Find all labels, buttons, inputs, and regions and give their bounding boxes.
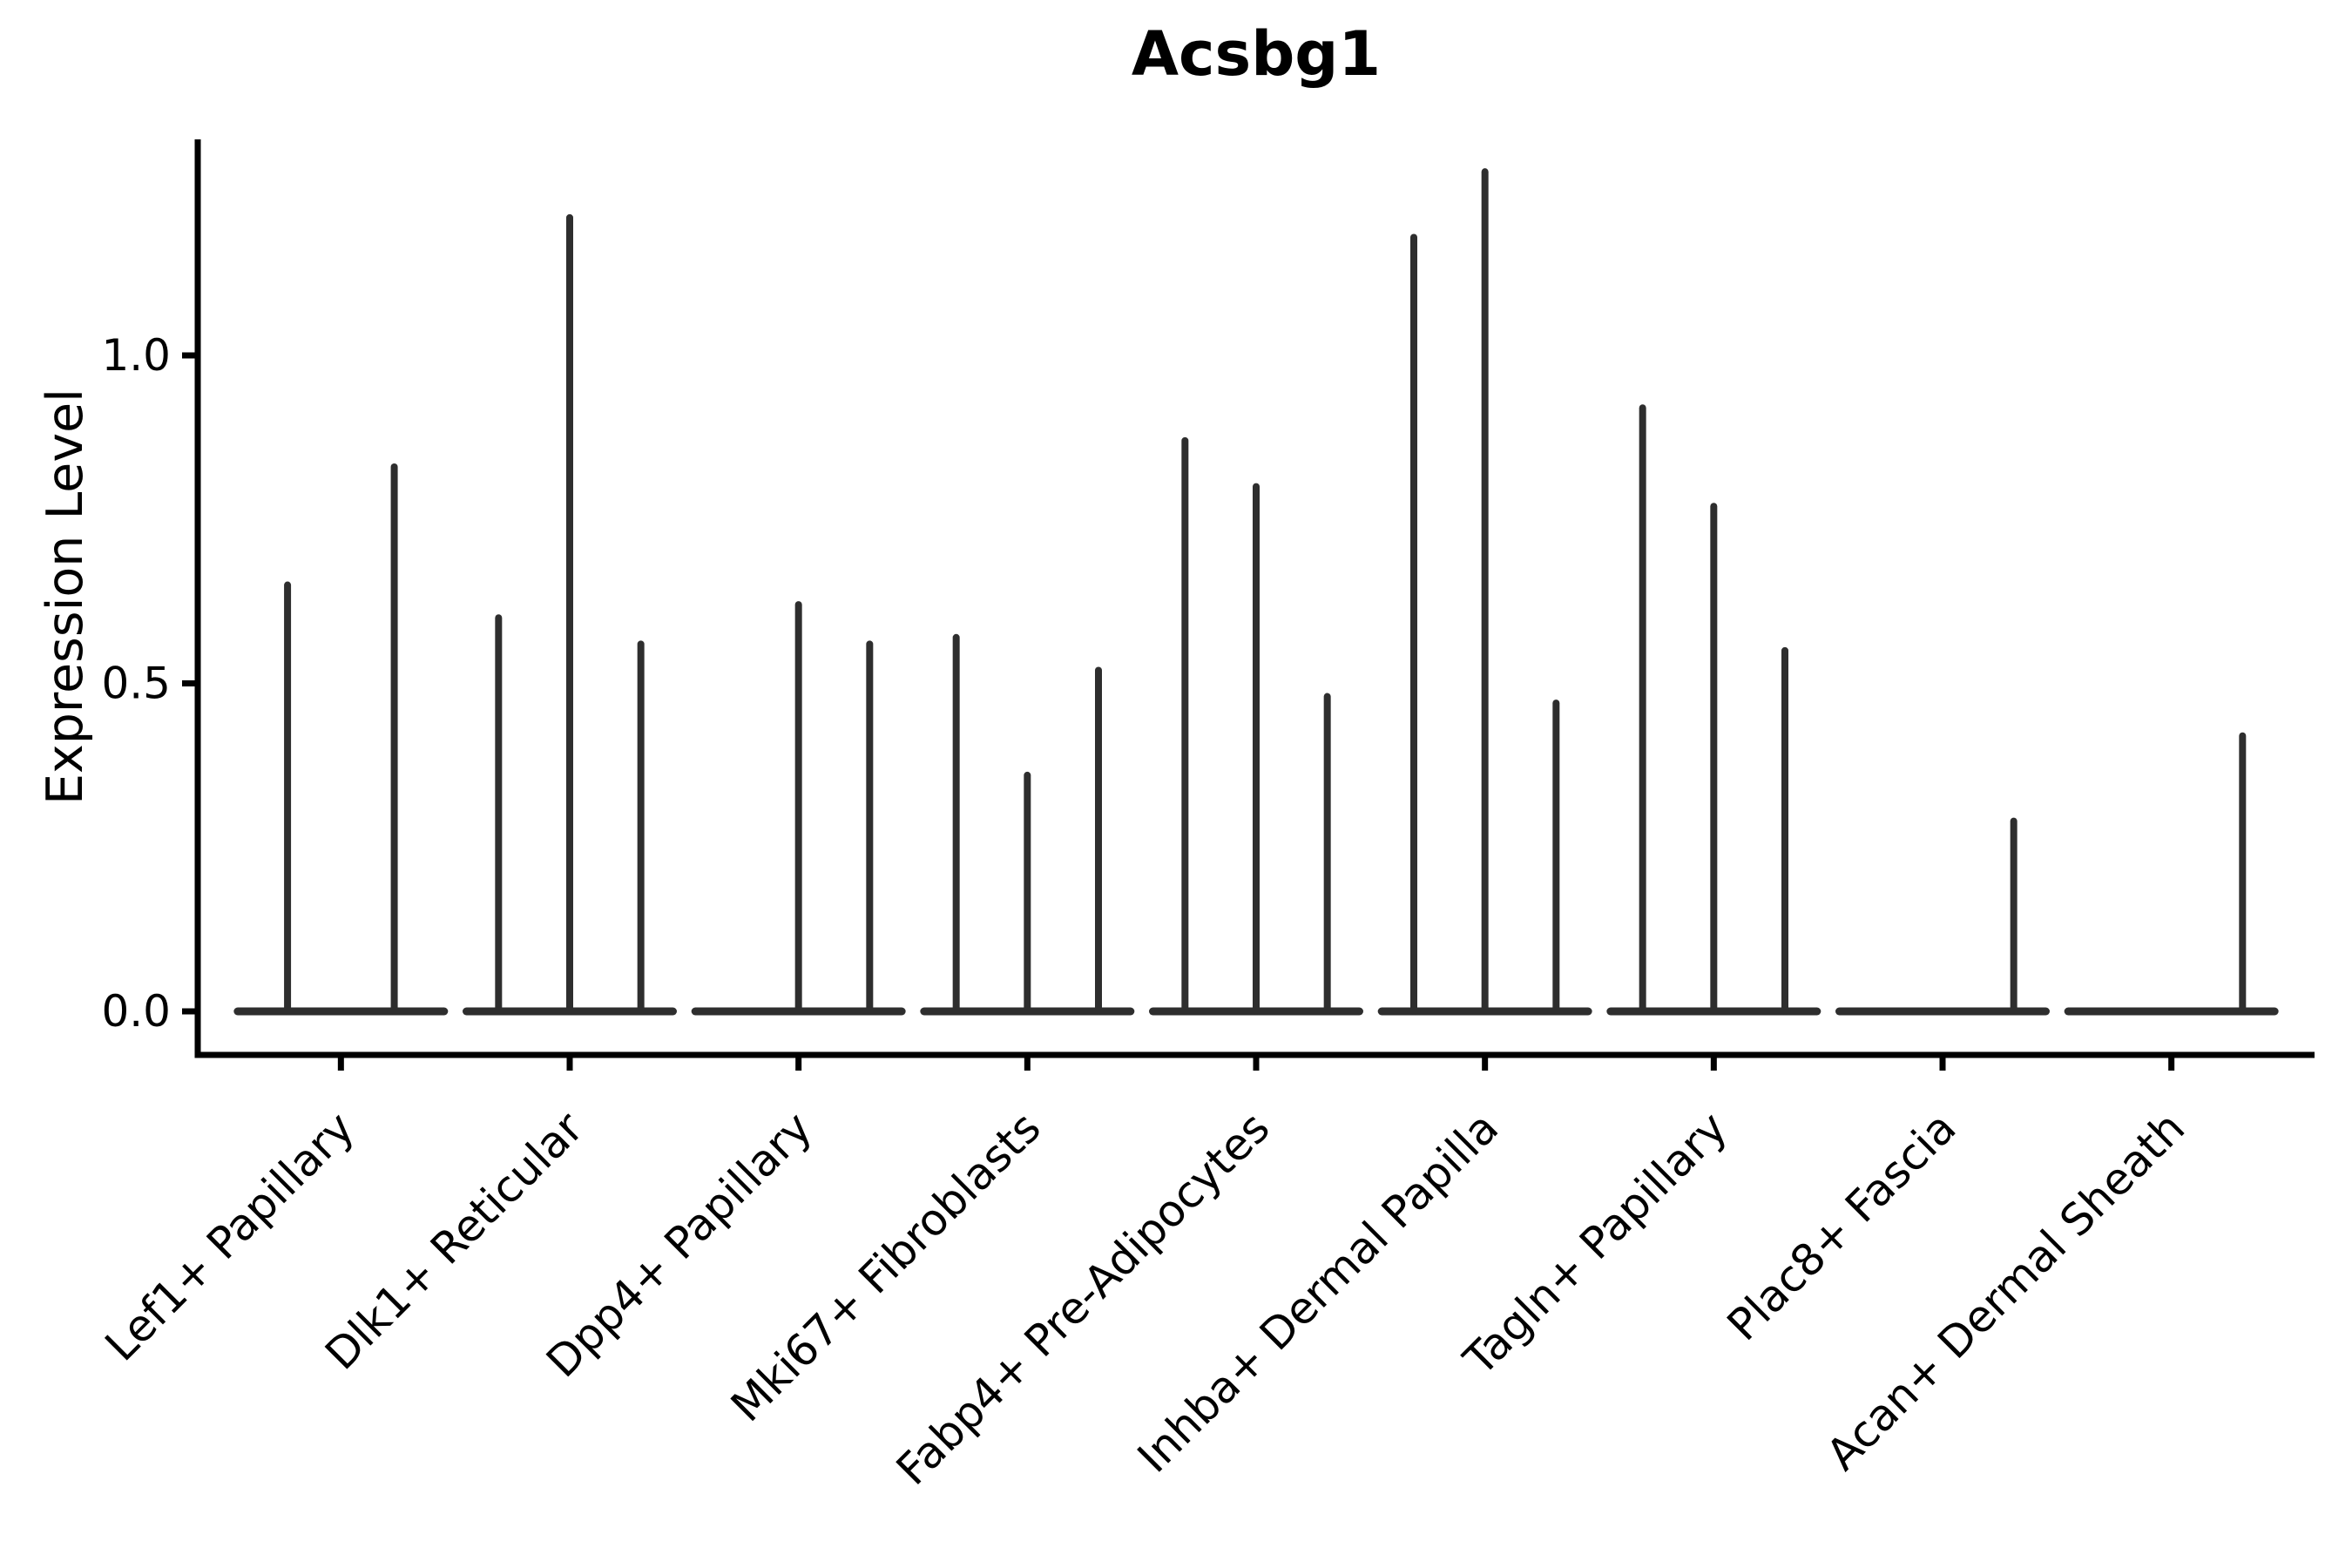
chart-title: Acsbg1 <box>1131 18 1382 90</box>
x-tick-label: Lef1+ Papillary <box>96 1102 364 1370</box>
x-tick-label: Plac8+ Fascia <box>1718 1102 1966 1350</box>
y-tick-label: 0.0 <box>101 986 171 1037</box>
y-tick-label: 1.0 <box>101 330 171 381</box>
x-tick-label: Fabp4+ Pre-Adipocytes <box>887 1102 1280 1495</box>
x-tick-label: Inhba+ Dermal Papilla <box>1128 1102 1508 1482</box>
y-tick-label: 0.5 <box>101 659 171 709</box>
